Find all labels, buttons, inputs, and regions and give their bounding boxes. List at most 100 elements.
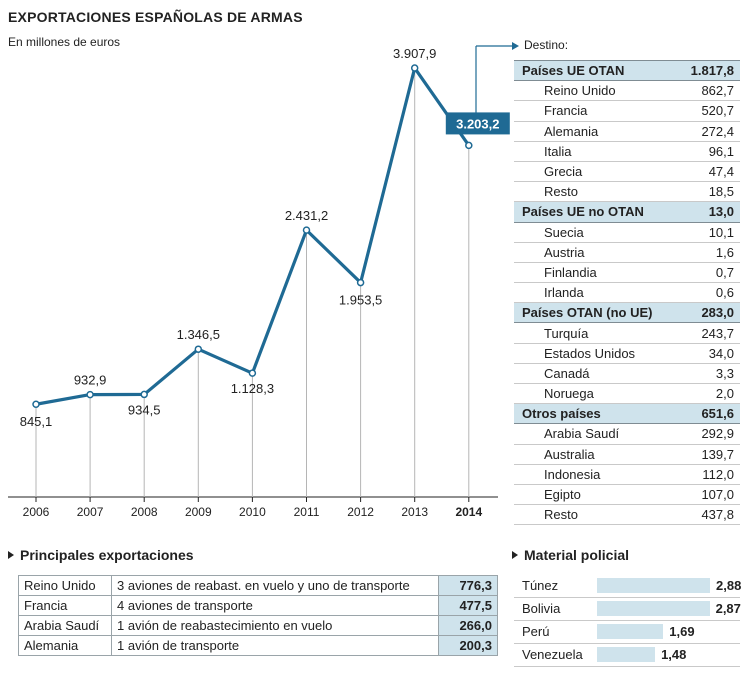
destino-item-value: 292,9 (680, 423, 740, 445)
data-label: 2.431,2 (285, 208, 328, 223)
destino-item-value: 0,7 (680, 262, 740, 284)
policial-country: Túnez (522, 578, 559, 593)
destino-item-value: 96,1 (680, 141, 740, 162)
export-description: 3 aviones de reabast. en vuelo y uno de … (111, 575, 439, 596)
destino-item-value: 112,0 (680, 464, 740, 485)
export-value: 266,0 (438, 615, 498, 636)
destino-group-row: Países UE no OTAN 13,0 (514, 201, 740, 223)
export-description: 4 aviones de transporte (111, 595, 439, 616)
destino-item-row: Australia 139,7 (514, 444, 740, 465)
destino-item-row: Turquía 243,7 (514, 322, 740, 344)
data-point (248, 369, 257, 377)
policial-row: Perú 1,69 (514, 621, 740, 644)
policial-bar (597, 601, 710, 616)
destino-item-value: 18,5 (680, 181, 740, 203)
arrow-icon (512, 42, 519, 50)
export-value: 477,5 (438, 595, 498, 616)
data-point (86, 390, 94, 399)
destino-table: Países UE OTAN 1.817,8 Reino Unido 862,7 Fra… (514, 59, 740, 526)
destino-item-row: Arabia Saudí 292,9 (514, 423, 740, 445)
destino-item-value: 520,7 (680, 100, 740, 122)
x-tick-label: 2014 (455, 505, 482, 519)
destino-item-row: Resto 437,8 (514, 504, 740, 526)
destino-group-row: Otros países 651,6 (514, 403, 740, 425)
destino-group-row: Países OTAN (no UE) 283,0 (514, 302, 740, 324)
destino-item-value: 862,7 (680, 80, 740, 102)
export-description: 1 avión de transporte (111, 635, 439, 656)
x-tick-label: 2011 (294, 505, 320, 519)
destino-item-name: Suecia (514, 222, 681, 243)
destino-item-row: Egipto 107,0 (514, 484, 740, 506)
destino-item-name: Egipto (514, 484, 681, 506)
export-value: 200,3 (438, 635, 498, 656)
destino-item-name: Resto (514, 181, 681, 203)
destino-item-name: Arabia Saudí (514, 423, 681, 445)
export-value: 776,3 (438, 575, 498, 596)
destino-group-name: Países UE no OTAN (514, 201, 681, 223)
destino-item-row: Italia 96,1 (514, 141, 740, 162)
x-tick-label: 2007 (77, 505, 104, 519)
destino-item-name: Alemania (514, 121, 681, 142)
data-label: 934,5 (128, 402, 161, 417)
bullet-triangle-icon (8, 551, 14, 559)
bullet-triangle-icon (512, 551, 518, 559)
highlight-box (445, 112, 510, 135)
table-row: Francia 4 aviones de transporte 477,5 (18, 595, 498, 616)
policial-bar (597, 578, 710, 593)
destino-item-row: Canadá 3,3 (514, 363, 740, 385)
policial-heading: Material policial (512, 547, 629, 563)
x-tick-label: 2008 (131, 505, 158, 519)
export-country: Arabia Saudí (18, 615, 112, 636)
destino-item-name: Australia (514, 444, 681, 465)
destino-item-row: Reino Unido 862,7 (514, 80, 740, 102)
data-point (32, 400, 40, 408)
policial-row: Túnez 2,88 (514, 575, 741, 598)
policial-value: 1,69 (669, 624, 695, 639)
destino-group-value: 283,0 (680, 302, 740, 324)
destino-item-name: Resto (514, 504, 681, 526)
policial-country: Bolivia (522, 601, 561, 616)
destino-item-name: Canadá (514, 363, 681, 385)
destino-item-name: Indonesia (514, 464, 681, 485)
destino-item-value: 3,3 (680, 363, 740, 385)
data-label: 3.907,9 (393, 46, 436, 61)
destino-item-name: Finlandia (514, 262, 681, 284)
highlight-label: 3.203,2 (456, 116, 499, 131)
principales-heading: Principales exportaciones (8, 547, 194, 563)
table-row: Reino Unido 3 aviones de reabast. en vuel… (18, 575, 498, 596)
destino-item-row: Indonesia 112,0 (514, 464, 740, 485)
policial-country: Venezuela (522, 647, 583, 662)
policial-value: 1,48 (661, 647, 687, 662)
export-country: Alemania (18, 635, 112, 656)
policial-bars: Túnez 2,88 Bolivia 2,87 Perú 1,69 Venezuela 1,4… (514, 575, 741, 667)
destino-item-value: 10,1 (680, 222, 740, 243)
data-point (356, 278, 365, 287)
destino-item-value: 2,0 (680, 383, 740, 405)
destino-item-row: Finlandia 0,7 (514, 262, 740, 284)
destino-group-name: Países OTAN (no UE) (514, 302, 681, 324)
destino-item-row: Austria 1,6 (514, 242, 740, 263)
destino-group-name: Otros países (514, 403, 681, 425)
data-label: 1.128,3 (231, 381, 274, 396)
series-line (35, 66, 471, 406)
x-tick-label: 2013 (401, 505, 428, 519)
destino-item-row: Grecia 47,4 (514, 161, 740, 183)
destino-item-value: 243,7 (680, 322, 740, 344)
destino-item-row: Estados Unidos 34,0 (514, 343, 740, 364)
principales-table: Reino Unido 3 aviones de reabast. en vuel… (18, 575, 498, 656)
policial-value: 2,87 (715, 601, 741, 616)
destino-label: Destino: (524, 38, 569, 52)
destino-item-name: Reino Unido (514, 80, 681, 102)
data-label: 1.346,5 (177, 327, 220, 342)
principales-heading-text: Principales exportaciones (20, 547, 194, 563)
destino-group-value: 13,0 (680, 201, 740, 223)
policial-row: Bolivia 2,87 (514, 598, 741, 621)
destino-group-value: 1.817,8 (680, 59, 740, 82)
destino-item-name: Noruega (514, 383, 681, 405)
x-tick-label: 2009 (185, 505, 212, 519)
policial-row: Venezuela 1,48 (514, 644, 740, 667)
destino-item-name: Estados Unidos (514, 343, 681, 364)
policial-bar (597, 647, 656, 662)
table-row: Alemania 1 avión de transporte 200,3 (18, 635, 498, 656)
